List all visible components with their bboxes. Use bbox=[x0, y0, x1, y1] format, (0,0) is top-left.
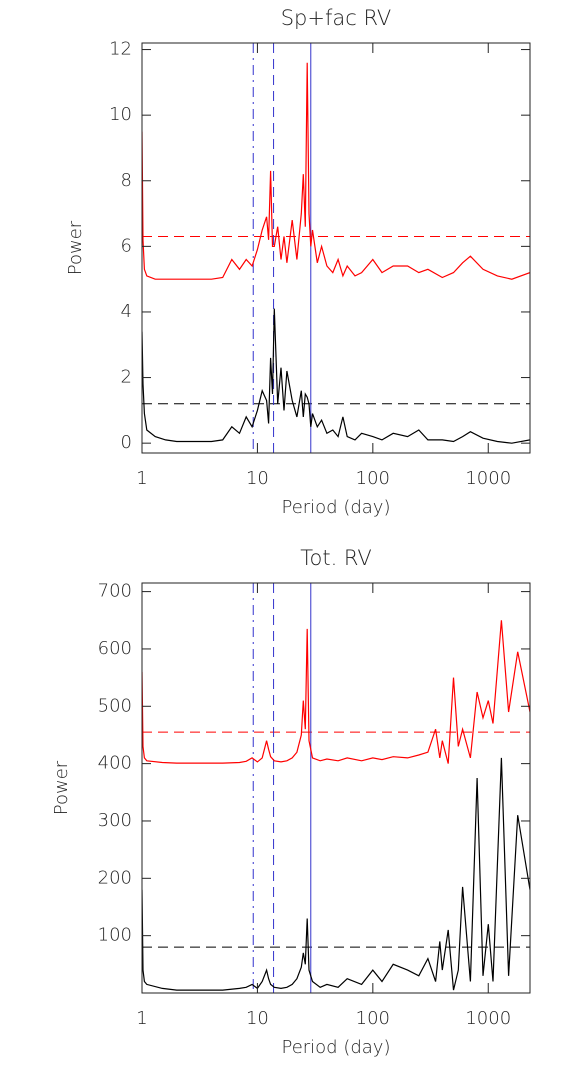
y-axis-label: Power bbox=[51, 760, 72, 815]
x-tick-label: 1000 bbox=[465, 1008, 511, 1029]
y-tick-label: 8 bbox=[121, 170, 132, 191]
x-tick-label: 10 bbox=[246, 1008, 269, 1029]
chart-title: Sp+fac RV bbox=[281, 6, 392, 30]
y-tick-label: 400 bbox=[98, 753, 132, 774]
series-line bbox=[142, 620, 530, 764]
y-tick-label: 500 bbox=[98, 695, 132, 716]
x-axis-label: Period (day) bbox=[281, 1037, 390, 1058]
y-tick-label: 12 bbox=[109, 39, 132, 60]
y-tick-label: 100 bbox=[98, 925, 132, 946]
y-axis-label: Power bbox=[65, 220, 86, 275]
plot-area bbox=[142, 583, 530, 993]
y-tick-label: 200 bbox=[98, 867, 132, 888]
x-tick-label: 1 bbox=[136, 1008, 147, 1029]
y-tick-label: 2 bbox=[121, 367, 132, 388]
y-tick-label: 300 bbox=[98, 810, 132, 831]
x-tick-label: 100 bbox=[356, 468, 390, 489]
y-tick-label: 10 bbox=[109, 104, 132, 125]
x-tick-label: 100 bbox=[356, 1008, 390, 1029]
x-tick-label: 1000 bbox=[465, 468, 511, 489]
y-tick-label: 4 bbox=[121, 301, 132, 322]
x-axis-label: Period (day) bbox=[281, 497, 390, 518]
y-tick-label: 600 bbox=[98, 638, 132, 659]
y-tick-label: 0 bbox=[121, 432, 132, 453]
x-tick-label: 1 bbox=[136, 468, 147, 489]
chart-title: Tot. RV bbox=[300, 546, 372, 570]
series-line bbox=[142, 308, 530, 444]
plot-frame bbox=[141, 42, 531, 454]
y-tick-label: 700 bbox=[98, 581, 132, 602]
series-line bbox=[142, 62, 530, 280]
y-tick-label: 6 bbox=[121, 235, 132, 256]
plot-frame bbox=[141, 582, 531, 994]
plot-area bbox=[142, 43, 530, 453]
x-tick-label: 10 bbox=[246, 468, 269, 489]
series-line bbox=[142, 757, 530, 991]
